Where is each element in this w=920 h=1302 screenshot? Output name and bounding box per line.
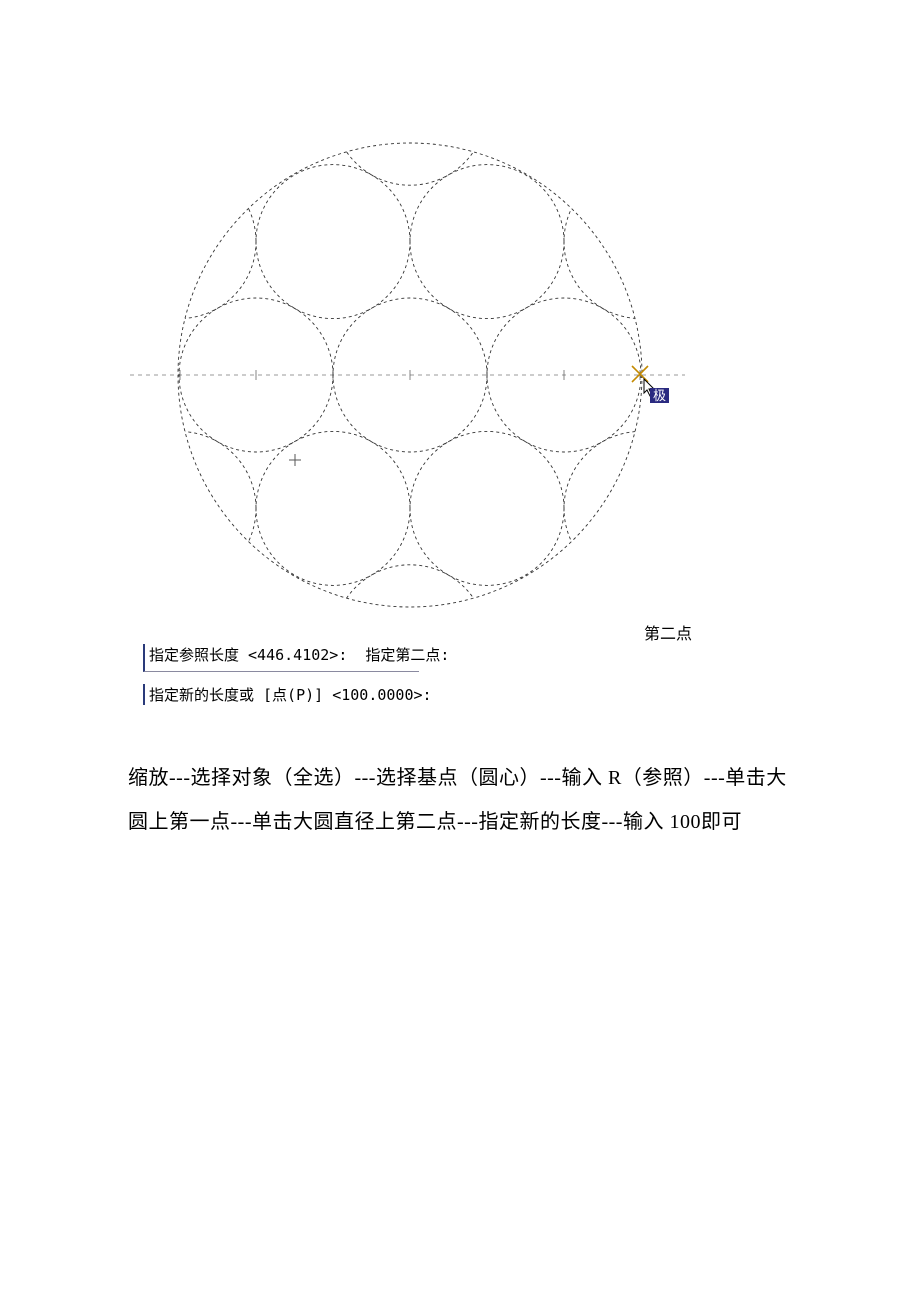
packed-circle	[102, 431, 256, 585]
instruction-paragraph: 缩放---选择对象（全选）---选择基点（圆心）---输入 R（参照）---单击…	[128, 756, 800, 844]
packed-circle	[333, 31, 487, 185]
cad-drawing-area: 极	[140, 130, 680, 620]
packed-circle	[564, 431, 718, 585]
packed-circle	[410, 165, 564, 319]
page: 极 第二点 指定参照长度 <446.4102>: 指定第二点: 指定新的长度或 …	[0, 0, 920, 1302]
packed-circle	[256, 165, 410, 319]
packed-circle	[564, 165, 718, 319]
snap-tooltip: 极	[650, 388, 669, 403]
command-line-2[interactable]: 指定新的长度或 [点(P)] <100.0000>:	[143, 684, 419, 705]
packed-circle	[102, 165, 256, 319]
packed-circle	[256, 431, 410, 585]
packed-circle	[410, 431, 564, 585]
second-point-label: 第二点	[644, 620, 692, 644]
cad-svg	[140, 130, 680, 620]
command-line-1[interactable]: 指定参照长度 <446.4102>: 指定第二点:	[143, 644, 419, 672]
